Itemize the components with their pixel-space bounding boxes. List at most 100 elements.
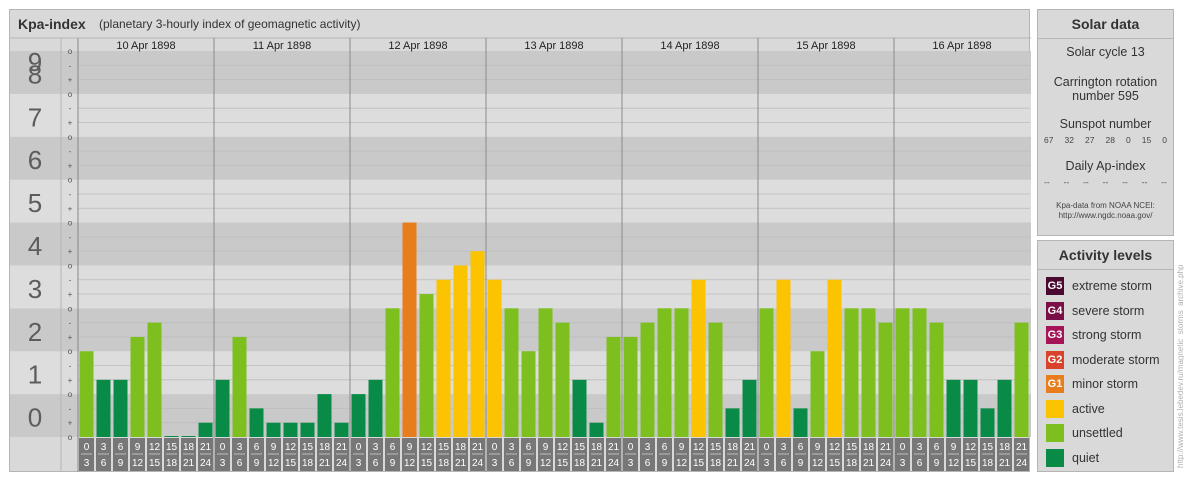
hour-tick-box: [657, 438, 672, 471]
solar-data-panel: Solar data Solar cycle 13 Carrington rot…: [1037, 9, 1174, 236]
kp-bar: [657, 308, 672, 437]
hour-end-label: 9: [390, 458, 396, 469]
activity-levels-panel: Activity levels G5 extreme storm G4 severe …: [1037, 240, 1174, 472]
hour-end-label: 3: [492, 458, 498, 469]
hour-tick-box: [368, 438, 383, 471]
hour-tick-box: [606, 438, 621, 471]
hour-end-label: 15: [421, 458, 433, 469]
hour-start-label: 9: [271, 442, 277, 453]
ap-index-value: --: [1044, 177, 1050, 187]
carrington-line-1: Carrington rotation: [1053, 75, 1158, 89]
hour-start-label: 6: [526, 442, 532, 453]
kp-bar: [198, 422, 213, 437]
hour-end-label: 21: [999, 458, 1011, 469]
hour-start-label: 15: [846, 442, 858, 453]
kp-bar: [79, 351, 94, 437]
hour-tick-box: [300, 438, 315, 471]
y-tick-label: 4: [28, 231, 42, 261]
kp-bar: [929, 322, 944, 437]
hour-start-label: 9: [951, 442, 957, 453]
day-label: 12 Apr 1898: [388, 40, 447, 52]
y-minor-label: +: [68, 419, 73, 428]
kp-bar: [402, 222, 417, 437]
hour-start-label: 12: [285, 442, 297, 453]
kp-bar: [623, 336, 638, 437]
kp-bar: [997, 379, 1012, 437]
activity-legend: G5 extreme storm G4 severe storm G3 strong st…: [1038, 270, 1173, 470]
hour-end-label: 15: [285, 458, 297, 469]
kp-bar: [334, 422, 349, 437]
legend-swatch: G4: [1046, 301, 1064, 320]
hour-start-label: 0: [84, 442, 90, 453]
kp-bar: [589, 422, 604, 437]
hour-tick-box: [198, 438, 213, 471]
hour-start-label: 6: [254, 442, 260, 453]
level-band-7: [10, 93, 1031, 137]
hour-start-label: 6: [118, 442, 124, 453]
ap-index-values: -- -- -- -- -- -- --: [1038, 177, 1173, 187]
hour-tick-box: [759, 438, 774, 471]
legend-label: moderate storm: [1072, 352, 1160, 367]
hour-start-label: 12: [829, 442, 841, 453]
kp-bar: [861, 308, 876, 437]
y-tick-label: 2: [28, 317, 42, 347]
hour-tick-box: [147, 438, 162, 471]
hour-start-label: 15: [710, 442, 722, 453]
hour-tick-box: [419, 438, 434, 471]
hour-tick-box: [521, 438, 536, 471]
legend-label: strong storm: [1072, 328, 1142, 343]
day-label: 10 Apr 1898: [116, 40, 175, 52]
legend-item: active: [1038, 397, 1173, 422]
legend-item: unsettled: [1038, 421, 1173, 446]
hour-tick-box: [266, 438, 281, 471]
hour-tick-box: [963, 438, 978, 471]
y-minor-label: +: [68, 76, 73, 85]
y-minor-label: -: [69, 276, 72, 285]
day-label: 14 Apr 1898: [660, 40, 719, 52]
sunspot-value: 67: [1044, 135, 1054, 145]
kp-bar: [742, 379, 757, 437]
hour-tick-box: [776, 438, 791, 471]
hour-end-label: 18: [982, 458, 994, 469]
hour-end-label: 24: [336, 458, 348, 469]
kp-bar: [946, 379, 961, 437]
hour-end-label: 12: [676, 458, 688, 469]
kp-bar: [487, 279, 502, 437]
hour-end-label: 21: [183, 458, 195, 469]
hour-tick-box: [181, 438, 196, 471]
hour-tick-box: [793, 438, 808, 471]
kp-bar: [827, 279, 842, 437]
hour-end-label: 18: [846, 458, 858, 469]
hour-end-label: 12: [268, 458, 280, 469]
legend-label: severe storm: [1072, 303, 1145, 318]
hour-end-label: 18: [166, 458, 178, 469]
hour-tick-box: [504, 438, 519, 471]
ap-index-value: --: [1141, 177, 1148, 187]
sunspot-label: Sunspot number: [1059, 117, 1152, 131]
hour-tick-box: [538, 438, 553, 471]
level-band-8: [10, 51, 1031, 94]
data-source-line-1: Kpa-data from NOAA NCEI:: [1056, 201, 1155, 210]
hour-tick-box: [946, 438, 961, 471]
hour-tick-box: [708, 438, 723, 471]
y-tick-label: 5: [28, 188, 42, 218]
hour-end-label: 6: [237, 458, 243, 469]
hour-tick-box: [742, 438, 757, 471]
y-minor-label: o: [68, 433, 73, 442]
hour-start-label: 3: [917, 442, 923, 453]
day-label: 13 Apr 1898: [524, 40, 583, 52]
legend-item: G2 moderate storm: [1038, 348, 1173, 373]
hour-end-label: 24: [1016, 458, 1028, 469]
day-label: 11 Apr 1898: [253, 40, 312, 52]
kp-bar: [538, 308, 553, 437]
hour-end-label: 3: [900, 458, 906, 469]
hour-start-label: 0: [492, 442, 498, 453]
hour-end-label: 18: [574, 458, 586, 469]
kp-bar: [147, 322, 162, 437]
carrington-line-2: number 595: [1072, 89, 1139, 103]
watermark: http://www.tesis.lebedev.ru/magnetic_sto…: [1176, 264, 1184, 468]
hour-start-label: 0: [900, 442, 906, 453]
hour-start-label: 12: [965, 442, 977, 453]
sunspot-value: 15: [1141, 135, 1152, 145]
hour-start-label: 12: [557, 442, 569, 453]
